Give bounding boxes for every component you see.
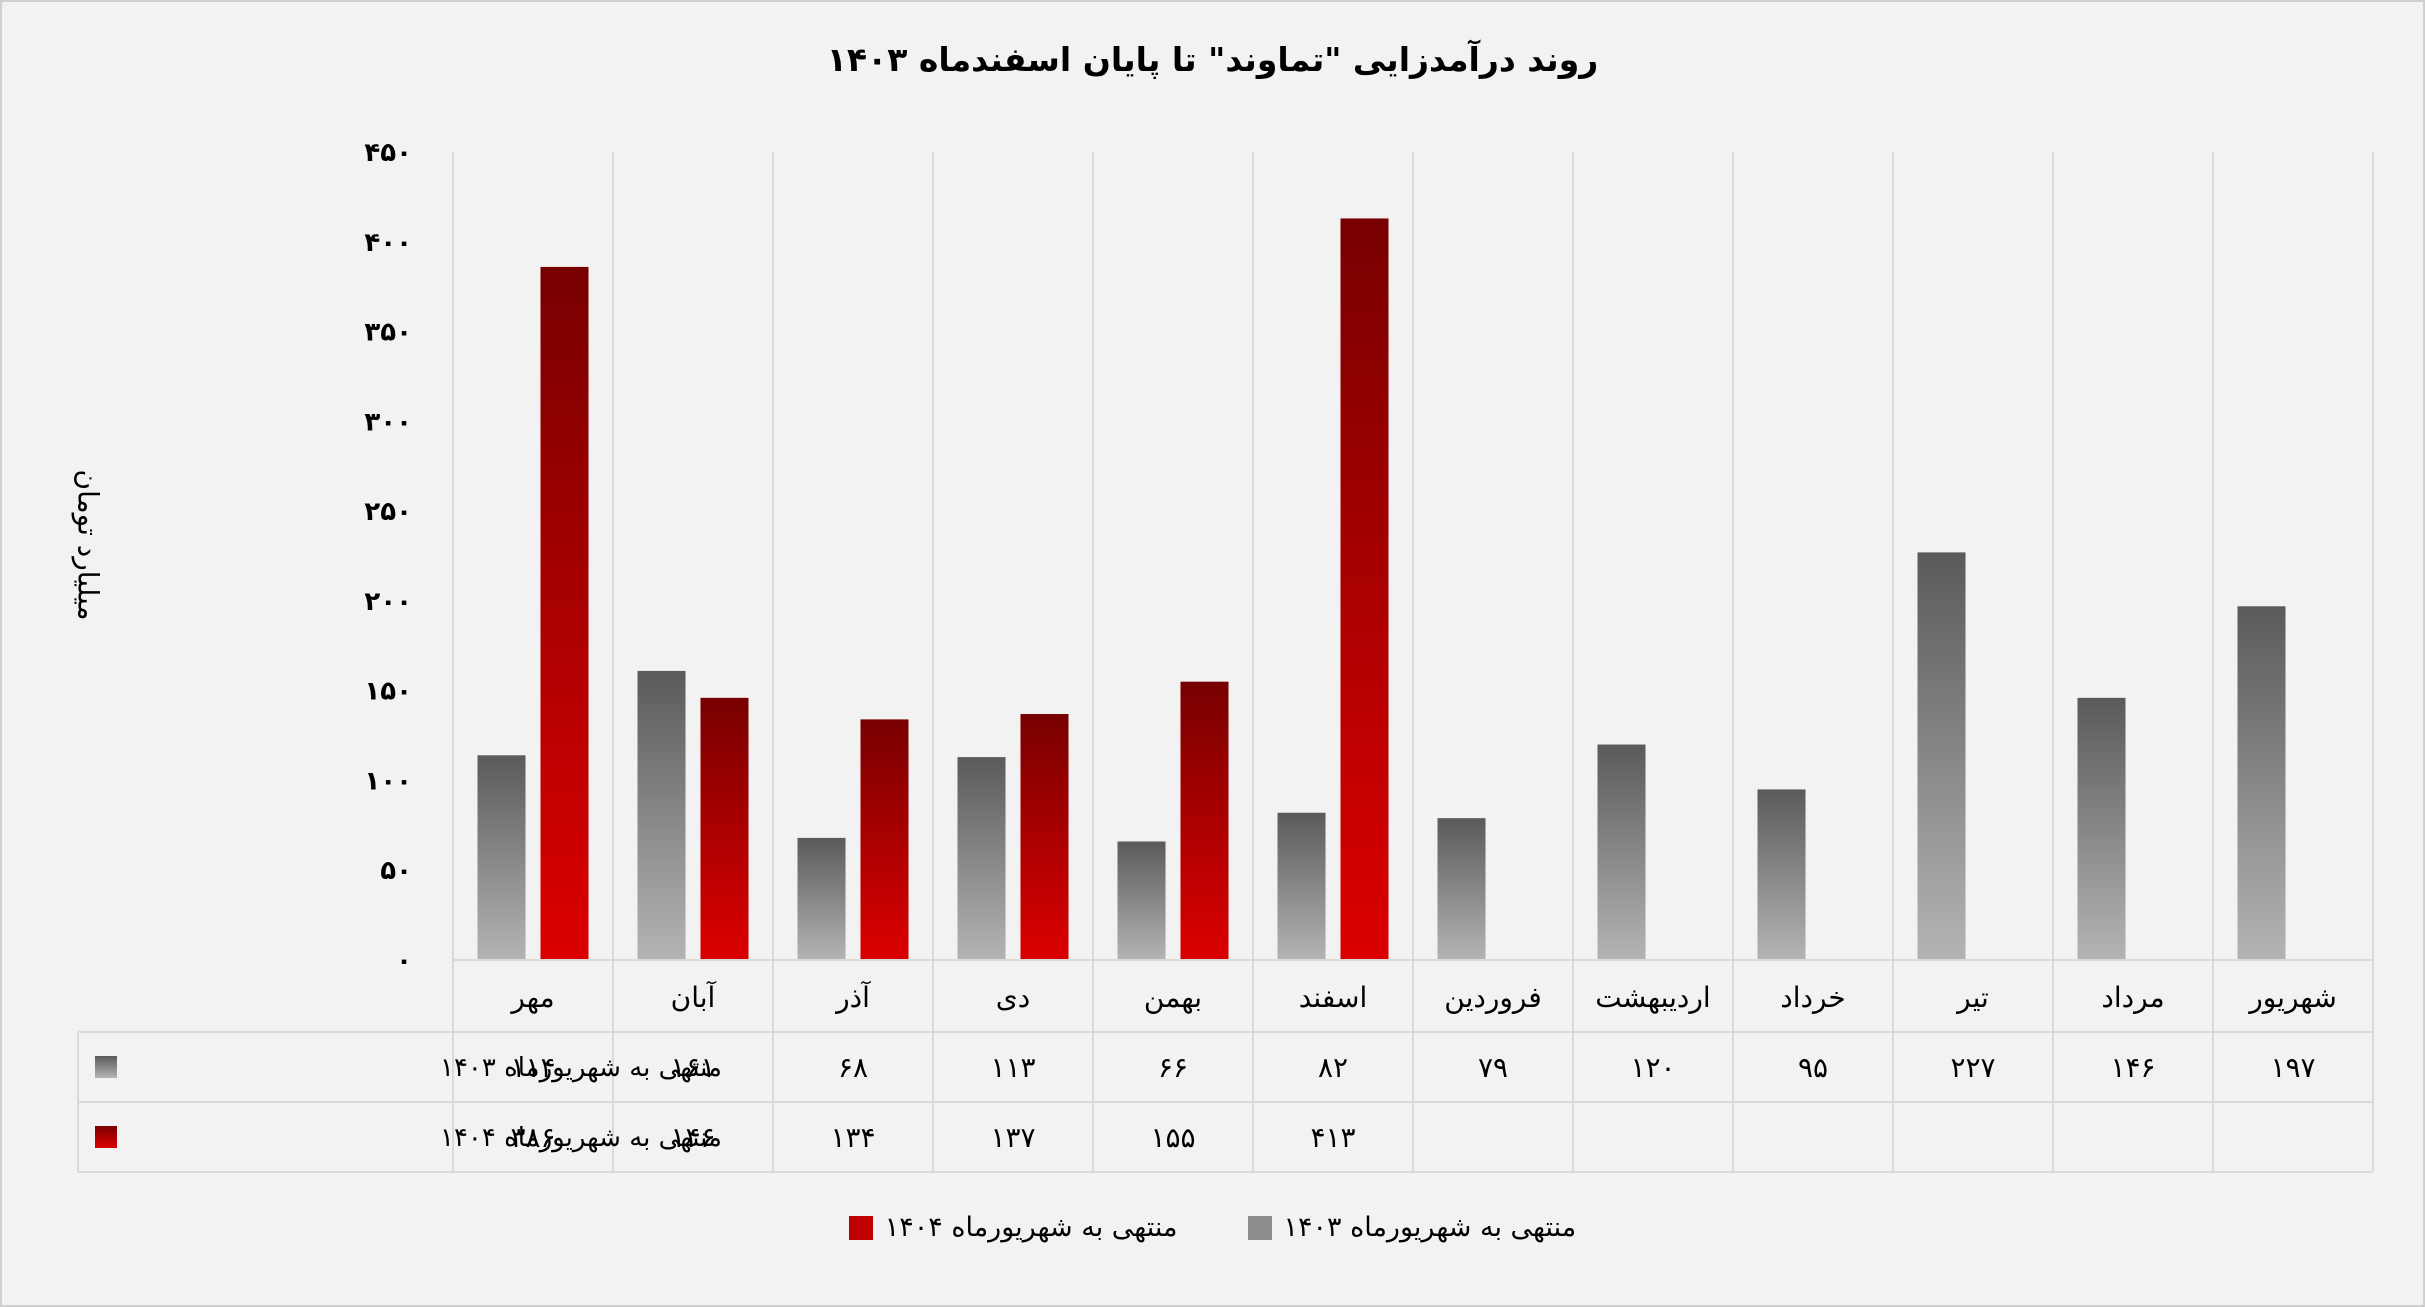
y-tick-label: ۲۵۰ [364, 497, 412, 527]
table-row-swatch-1403 [95, 1056, 117, 1078]
bar-1403 [477, 755, 526, 960]
table-value-cell: ۶۸ [838, 1051, 868, 1084]
table-value-cell: ۱۶۱ [670, 1051, 715, 1084]
table-value-cell: ۷۹ [1478, 1051, 1508, 1084]
x-category-label: مرداد [2101, 981, 2164, 1014]
table-value-cell: ۹۵ [1798, 1051, 1828, 1084]
legend-item-1403: منتهی به شهریورماه ۱۴۰۳ [1247, 1212, 1577, 1243]
x-category-label: خرداد [1780, 981, 1845, 1014]
table-value-cell: ۸۲ [1318, 1051, 1348, 1084]
legend-item-1404: منتهی به شهریورماه ۱۴۰۴ [848, 1212, 1178, 1243]
y-tick-label: ۴۵۰ [364, 138, 412, 168]
bar-1403 [1597, 744, 1646, 960]
legend-swatch-1404 [848, 1215, 873, 1240]
bar-1403 [1437, 818, 1486, 960]
table-value-cell: ۶۶ [1158, 1051, 1188, 1084]
bar-1403 [1277, 812, 1326, 960]
legend-swatch-1403 [1247, 1215, 1272, 1240]
x-category-label: تیر [1955, 981, 1989, 1014]
bar-1404 [860, 719, 909, 960]
table-value-cell: ۱۴۶ [2110, 1051, 2155, 1084]
table-value-cell: ۱۳۷ [990, 1121, 1035, 1154]
legend: منتهی به شهریورماه ۱۴۰۴ منتهی به شهریورم… [0, 1212, 2425, 1243]
table-value-cell: ۱۵۵ [1150, 1121, 1195, 1154]
table-value-cell: ۱۹۷ [2270, 1051, 2315, 1084]
table-value-cell: ۱۲۰ [1630, 1051, 1675, 1084]
y-tick-label: ۱۵۰ [364, 677, 412, 707]
bar-1403 [1117, 841, 1166, 960]
bar-1404 [1340, 218, 1389, 961]
bar-1403 [2077, 697, 2126, 960]
table-value-cell: ۴۱۳ [1310, 1121, 1355, 1154]
table-value-cell: ۱۳۴ [830, 1121, 875, 1154]
bar-1403 [797, 837, 846, 960]
table-row-swatch-1404 [95, 1126, 117, 1148]
x-category-label: فروردین [1444, 981, 1541, 1014]
bar-1404 [1180, 681, 1229, 960]
x-category-label: بهمن [1144, 981, 1202, 1014]
bar-1404 [540, 266, 589, 961]
bar-1403 [637, 670, 686, 960]
legend-label-1403: منتهی به شهریورماه ۱۴۰۳ [1283, 1212, 1577, 1243]
table-value-cell: ۱۴۶ [670, 1121, 715, 1154]
y-tick-label: ۳۵۰ [364, 318, 412, 348]
x-category-label: آذر [834, 981, 871, 1014]
x-category-label: مهر [509, 981, 554, 1014]
x-category-label: دی [996, 981, 1030, 1014]
table-value-cell: ۱۱۳ [990, 1051, 1035, 1084]
legend-label-1404: منتهی به شهریورماه ۱۴۰۴ [884, 1212, 1178, 1243]
y-tick-label: ۵۰ [380, 856, 412, 886]
table-value-cell: ۲۲۷ [1950, 1051, 1995, 1084]
bar-1404 [700, 697, 749, 960]
bar-1403 [1757, 789, 1806, 960]
y-tick-label: ۳۰۰ [364, 407, 412, 437]
x-category-label: شهریور [2247, 981, 2337, 1014]
bar-1403 [957, 757, 1006, 960]
table-row-header: منتهی به شهریورماه ۱۴۰۴ [440, 1123, 722, 1153]
x-category-label: اسفند [1299, 981, 1368, 1014]
y-tick-label: ۴۰۰ [364, 228, 412, 258]
bar-1404 [1020, 714, 1069, 960]
x-category-label: آبان [671, 981, 717, 1014]
table-row-header: منتهی به شهریورماه ۱۴۰۳ [440, 1053, 722, 1083]
y-tick-label: ۲۰۰ [364, 587, 412, 617]
y-tick-label: ۱۰۰ [364, 766, 412, 796]
chart-title: روند درآمدزایی "تماوند" تا پایان اسفندما… [826, 40, 1599, 79]
y-tick-label: ۰ [396, 946, 412, 976]
x-category-label: اردیبهشت [1595, 981, 1710, 1014]
table-value-cell: ۳۸۶ [510, 1121, 555, 1154]
bar-1403 [2237, 606, 2286, 960]
table-value-cell: ۱۱۴ [510, 1051, 555, 1084]
bar-1403 [1917, 552, 1966, 960]
